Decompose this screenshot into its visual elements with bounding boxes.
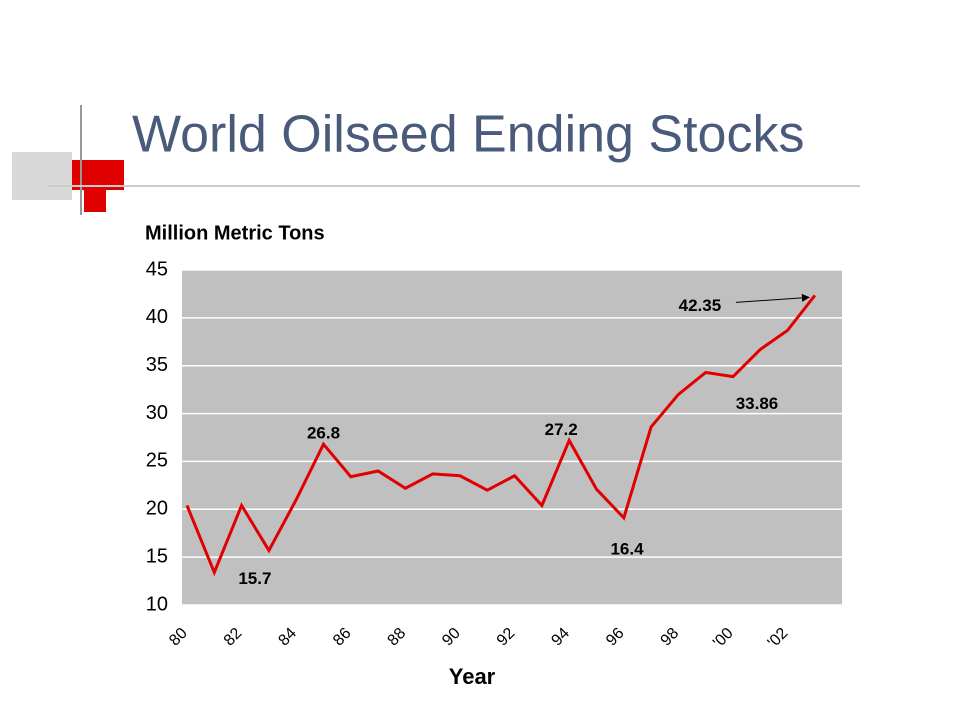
chart-title: World Oilseed Ending Stocks [132,106,804,164]
y-tick-label: 25 [146,450,168,472]
arrow [735,293,810,303]
data-label: 26.8 [307,424,340,443]
x-tick-label: 92 [494,625,519,650]
x-tick-label: 94 [548,625,573,650]
y-tick-label: 35 [146,354,168,376]
x-tick-label: 82 [221,625,246,650]
x-axis-label: Year [449,664,496,689]
x-tick-label: 98 [658,625,683,650]
data-label: 27.2 [545,420,578,439]
y-tick-label: 15 [146,545,168,567]
y-tick-label: 20 [146,498,168,520]
deco-gray [12,152,72,200]
x-tick-label: '02 [765,625,792,652]
annotation: 16.4 [610,539,644,558]
x-tick-label: 90 [439,625,464,650]
x-tick-label: 84 [275,625,300,650]
x-tick-label: 86 [330,625,355,650]
x-tick-label: 88 [385,625,410,650]
y-tick-label: 40 [146,306,168,328]
y-tick-label: 10 [146,593,168,615]
x-tick-label: '00 [710,625,737,652]
x-tick-label: 80 [166,625,191,650]
x-tick-label: 96 [603,625,628,650]
deco-red [84,190,106,212]
data-label: 33.86 [736,394,779,413]
y-tick-label: 30 [146,402,168,424]
y-axis-label: Million Metric Tons [145,222,325,244]
y-tick-label: 45 [146,258,168,280]
data-label: 42.35 [679,296,722,315]
data-line [185,294,817,577]
plot-area [182,270,842,605]
data-label: 15.7 [238,569,271,588]
